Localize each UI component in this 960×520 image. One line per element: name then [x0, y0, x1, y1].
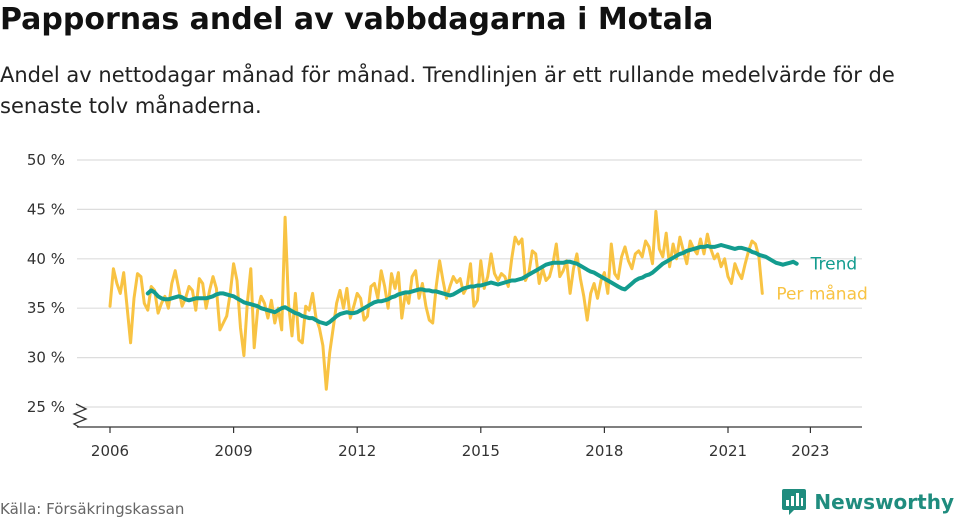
y-axis-ticks: 25 % 30 % 35 % 40 % 45 % 50 % — [27, 151, 65, 416]
x-tick-label: 2012 — [338, 442, 376, 460]
axis-break-icon — [72, 403, 88, 428]
y-tick-label: 30 % — [27, 349, 65, 367]
grid-lines — [77, 159, 862, 408]
brand-name: Newsworthy — [814, 490, 954, 514]
legend: Trend Per månad — [776, 255, 867, 305]
y-tick-label: 45 % — [27, 200, 65, 218]
x-tick-label: 2018 — [585, 442, 623, 460]
x-tick-label: 2023 — [791, 442, 829, 460]
legend-label-monthly: Per månad — [776, 283, 867, 304]
x-tick-label: 2015 — [462, 442, 500, 460]
series-line-monthly — [108, 209, 764, 391]
bar-chart-speech-bubble-icon — [782, 489, 807, 515]
series-lines — [108, 209, 799, 391]
series-line-trend — [145, 243, 799, 326]
source-note: Källa: Försäkringskassan — [0, 500, 185, 518]
chart-title: Pappornas andel av vabbdagarna i Motala — [0, 2, 714, 37]
legend-label-trend: Trend — [810, 255, 858, 275]
brand-logo[interactable]: Newsworthy — [781, 488, 954, 516]
x-tick-label: 2021 — [709, 442, 747, 460]
y-tick-label: 40 % — [27, 250, 65, 268]
line-chart: 25 % 30 % 35 % 40 % 45 % 50 % 2006 2009 2012 201… — [27, 151, 868, 460]
y-tick-label: 35 % — [27, 299, 65, 317]
x-tick-label: 2009 — [215, 442, 253, 460]
chart-subtitle: Andel av nettodagar månad för månad. Tre… — [0, 63, 895, 118]
x-axis: 2006 2009 2012 2015 2018 2021 2023 — [72, 403, 862, 460]
y-tick-label: 50 % — [27, 151, 65, 169]
y-tick-label: 25 % — [27, 398, 65, 416]
x-tick-label: 2006 — [91, 442, 129, 460]
